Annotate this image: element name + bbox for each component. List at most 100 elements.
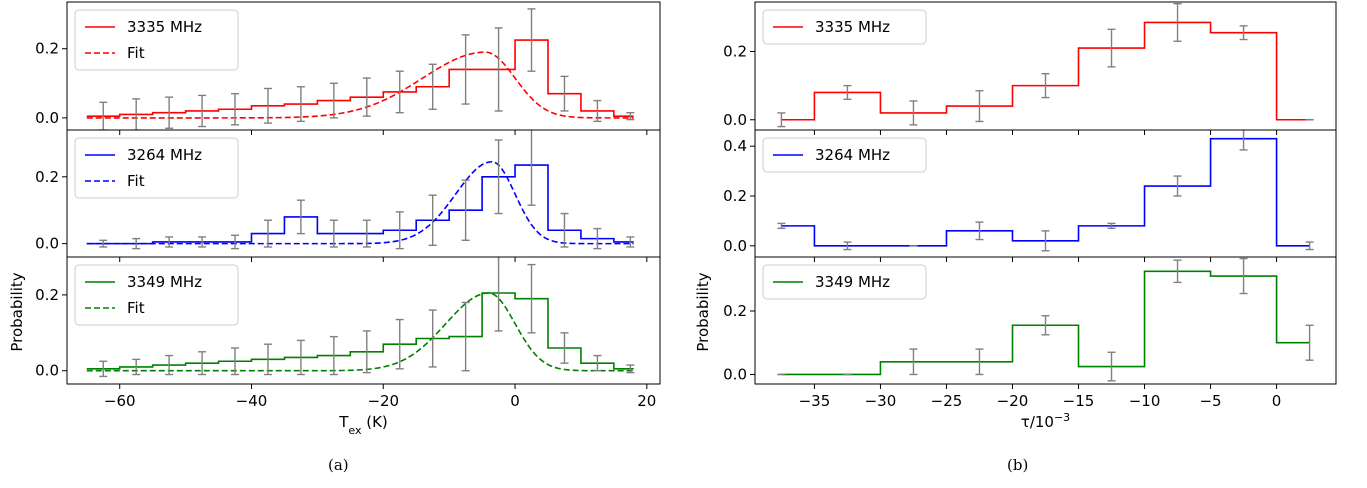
x-tick-label: −20 xyxy=(367,392,399,410)
error-bar xyxy=(99,101,108,130)
legend-label: 3335 MHz xyxy=(815,18,890,36)
error-bar xyxy=(1041,315,1050,336)
legend: 3264 MHz xyxy=(762,137,927,173)
error-bar xyxy=(461,34,470,105)
error-bar xyxy=(231,92,240,126)
error-bar xyxy=(263,87,272,124)
panel-frame xyxy=(754,256,1337,385)
legend-box xyxy=(762,9,927,45)
error-bar xyxy=(165,96,174,129)
error-bar xyxy=(1305,324,1314,361)
legend-box xyxy=(74,137,239,199)
error-bar xyxy=(626,364,635,374)
error-bar xyxy=(395,70,404,114)
legend: 3335 MHz Fit xyxy=(74,9,239,71)
x-tick-label: −10 xyxy=(1129,392,1161,410)
fit-curve xyxy=(86,160,634,245)
error-bar xyxy=(428,309,437,368)
legend: 3335 MHz xyxy=(762,9,927,45)
x-tick-label: 20 xyxy=(637,392,656,410)
error-bar xyxy=(1173,175,1182,197)
legend-label: Fit xyxy=(127,44,145,62)
error-bar xyxy=(263,219,272,248)
y-tick-label: 0.0 xyxy=(35,362,59,380)
panel-2: 0.0 0.2 3264 MHz Fit xyxy=(35,129,661,262)
legend-item: 3349 MHz xyxy=(85,273,202,291)
error-bar xyxy=(461,179,470,241)
error-bar xyxy=(132,98,141,130)
error-bar xyxy=(132,237,141,250)
y-tick-label: 0.0 xyxy=(35,109,59,127)
error-bar xyxy=(132,358,141,376)
panel-3: 0.0 0.2 −60 −40 −20 0 20 3349 MHz Fit xyxy=(35,256,661,410)
plot-area xyxy=(86,8,635,130)
error-bar xyxy=(395,211,404,250)
error-bar xyxy=(560,332,569,364)
error-bar xyxy=(1041,72,1050,99)
caption-a: (a) xyxy=(328,456,349,474)
panel-3: 0.0 0.2 −35 −30 −25 −20 −15 −10 −5 0 3349 MHz xyxy=(723,256,1337,410)
error-bar xyxy=(296,339,305,376)
error-bar xyxy=(329,335,338,376)
legend: 3264 MHz Fit xyxy=(74,137,239,199)
error-bar xyxy=(296,199,305,235)
error-bar xyxy=(975,221,984,241)
error-bar xyxy=(527,8,536,72)
legend: 3349 MHz Fit xyxy=(74,264,239,326)
panel-1: 0.0 0.2 3335 MHz xyxy=(723,1,1337,135)
error-bar xyxy=(626,112,635,121)
error-bar xyxy=(527,263,536,334)
y-tick-label: 0.2 xyxy=(35,40,59,58)
x-tick-label: −15 xyxy=(1063,392,1095,410)
plot-area xyxy=(777,257,1314,382)
legend: 3349 MHz xyxy=(762,264,927,300)
error-bar xyxy=(1305,241,1314,251)
error-bar xyxy=(1041,230,1050,252)
error-bar xyxy=(329,82,338,119)
y-tick-label: 0.2 xyxy=(35,286,59,304)
error-bar xyxy=(198,236,207,248)
error-bar xyxy=(560,212,569,248)
legend-label: 3349 MHz xyxy=(127,273,202,291)
panel-2: 0.0 0.2 0.4 3264 MHz xyxy=(723,129,1337,262)
error-bar xyxy=(231,234,240,250)
histogram-step xyxy=(781,137,1310,247)
error-bar xyxy=(165,236,174,248)
error-bar xyxy=(362,77,371,117)
error-bar xyxy=(362,219,371,248)
error-bar xyxy=(329,219,338,248)
error-bar xyxy=(593,354,602,372)
x-tick-label: 0 xyxy=(1272,392,1282,410)
y-tick-label: 0.0 xyxy=(723,237,747,255)
histogram-step xyxy=(86,39,634,117)
legend-label: 3335 MHz xyxy=(127,18,202,36)
chart-a: 0.0 0.2 3335 MHz Fit 0.0 0.2 3264 MHz Fit 0.0 0.2… xyxy=(8,1,661,437)
x-tick-label: −60 xyxy=(104,392,136,410)
legend-box xyxy=(762,264,927,300)
error-bar xyxy=(395,318,404,370)
y-tick-label: 0.2 xyxy=(723,187,747,205)
error-bar xyxy=(362,330,371,374)
y-tick-label: 0.0 xyxy=(723,365,747,383)
error-bar xyxy=(975,90,984,123)
error-bar xyxy=(296,86,305,123)
error-bar xyxy=(1173,3,1182,42)
legend-item: 3349 MHz xyxy=(773,273,890,291)
error-bar xyxy=(198,351,207,376)
fit-curve xyxy=(86,51,634,119)
error-bar xyxy=(777,222,786,230)
legend-box xyxy=(74,264,239,326)
error-bar xyxy=(461,301,470,372)
y-tick-label: 0.0 xyxy=(35,235,59,253)
plot-area xyxy=(777,3,1314,128)
error-bar xyxy=(165,354,174,376)
error-bar xyxy=(1107,28,1116,68)
error-bar xyxy=(263,343,272,376)
error-bar xyxy=(527,130,536,206)
x-tick-label: −20 xyxy=(997,392,1029,410)
error-bar xyxy=(593,99,602,123)
error-bar xyxy=(777,112,786,128)
x-tick-label: −5 xyxy=(1199,392,1221,410)
x-tick-label: −40 xyxy=(236,392,268,410)
y-axis-label: Probability xyxy=(694,272,712,351)
